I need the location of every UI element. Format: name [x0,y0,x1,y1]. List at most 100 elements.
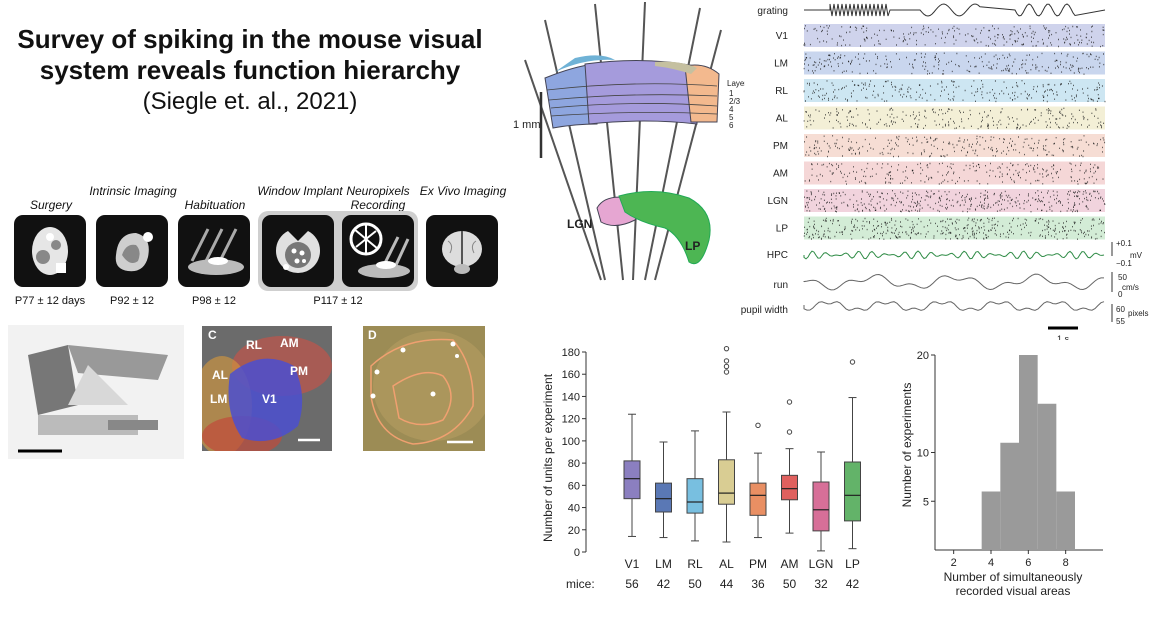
raster-spikes-al [803,107,1105,130]
probe-3 [632,1,646,281]
boxplot-ytick-label: 180 [562,347,580,359]
area-label-v1: V1 [262,392,277,406]
grating-stimulus-trace [804,3,1106,17]
raster-band-rl [804,79,1105,102]
raster-label-am: AM [773,169,788,180]
probe-4 [644,7,701,281]
pupil-scale-unit: pixels [1128,309,1148,318]
area-label-am: AM [280,336,299,350]
layer-title: Layer [727,79,745,88]
histogram-xtick-label: 8 [1063,557,1069,569]
brain-icon [426,215,498,287]
histogram-bar [981,491,1001,550]
area-label-lm: LM [210,392,228,406]
category-label-al: AL [719,557,734,571]
raster-label-rl: RL [775,86,788,97]
box-rl [686,478,704,514]
neuropixels-rig-icon [342,215,414,287]
probe-diagram: 1 mm Layer 1 2/3 4 5 6 LGN LP [513,1,745,281]
histogram-ytick-label: 5 [923,496,929,508]
box-al [718,459,735,505]
spike-raster: grating V1 LM RL AL PM AM LGN LP HPC run pupil … [741,3,1148,340]
mice-count-lp: 42 [846,577,860,591]
box-v1 [623,460,641,500]
raster-band-lp [804,216,1105,240]
brain-map-icon [96,215,168,287]
histogram-bar [1019,355,1038,550]
raster-spikes-lgn [804,190,1106,213]
histogram-ylabel: Number of experiments [900,383,914,508]
mice-count-rl: 50 [688,577,702,591]
probe-1 [544,19,606,281]
pupil-scale-top: 60 [1116,305,1125,314]
layer-1: 1 [729,89,734,98]
histogram-xlabel-line2: recorded visual areas [956,584,1071,598]
histogram-bar [1000,442,1019,550]
citation: (Siegle et. al., 2021) [142,88,358,115]
step-label-habituation: Habituation [184,198,246,212]
hpc-label: HPC [767,250,788,261]
window-implant-icon [262,215,334,287]
raster-label-al: AL [776,114,789,125]
layer-4: 4 [729,105,734,114]
area-label-pm: PM [290,364,308,378]
running-speed-trace [803,273,1104,291]
pupil-width-trace [803,301,1105,311]
panel-c-image: C RL AM AL PM LM V1 [202,326,332,451]
raster-label-lp: LP [776,224,789,235]
outlier-point [723,345,730,352]
histogram-bar [1037,403,1057,550]
box-lgn [812,481,830,532]
title-line-1: Survey of spiking in the mouse visual [17,24,483,54]
mice-count-lm: 42 [657,577,671,591]
box-lp [844,461,861,522]
outlier-point [786,399,793,405]
category-label-lgn: LGN [809,557,834,571]
boxplot-ytick-label: 160 [562,369,580,381]
page-title: Survey of spiking in the mouse visual sy… [0,24,500,86]
probe-6 [524,59,602,281]
step-label-exvivo: Ex Vivo Imaging [419,184,507,198]
raster-band-am [804,161,1105,185]
boxplot-ytick-label: 40 [568,503,580,515]
panel-c-letter: C [208,328,217,342]
units-boxplot: Number of units per experiment 0 20 40 60 80… [541,345,861,591]
box-am [781,474,798,501]
hpc-scale-bottom: −0.1 [1116,259,1132,268]
run-scale-bottom: 0 [1118,290,1123,299]
mice-count-v1: 56 [625,577,639,591]
boxplot-ytick-label: 100 [562,436,580,448]
area-label-rl: RL [246,338,262,352]
raster-spikes-am [804,162,1104,185]
run-scale-unit: cm/s [1122,283,1139,292]
outlier-point [723,369,730,375]
raster-spikes-lm [803,52,1105,75]
histogram-xtick-label: 2 [951,557,957,569]
mice-count-lgn: 32 [814,577,828,591]
raster-spikes-pm [804,135,1106,158]
mice-count-pm: 36 [751,577,765,591]
mice-count-am: 50 [783,577,797,591]
boxplot-ytick-label: 20 [568,525,580,537]
raster-spikes-v1 [803,25,1105,48]
raster-band-lgn [804,189,1105,212]
panel-d-image: D [363,326,485,451]
category-label-v1: V1 [625,557,640,571]
hpc-scale-unit: mV [1130,251,1143,260]
raster-band-v1 [804,24,1105,47]
raster-label-v1: V1 [776,31,789,42]
raster-spikes-rl [803,80,1106,103]
step-label-window: Window Implant [257,184,343,198]
lgn-label: LGN [567,217,592,231]
box-pm [749,482,767,516]
layer-23: 2/3 [729,97,741,106]
step-label-intrinsic: Intrinsic Imaging [89,184,177,198]
category-label-rl: RL [687,557,703,571]
stim-label: grating [757,6,788,17]
boxplot-ytick-label: 80 [568,458,580,470]
age-intrinsic: P92 ± 12 [110,295,154,307]
raster-spikes-lp [803,217,1105,240]
hpc-lfp-trace [803,250,1105,260]
category-label-pm: PM [749,557,767,571]
layer-5: 5 [729,113,734,122]
